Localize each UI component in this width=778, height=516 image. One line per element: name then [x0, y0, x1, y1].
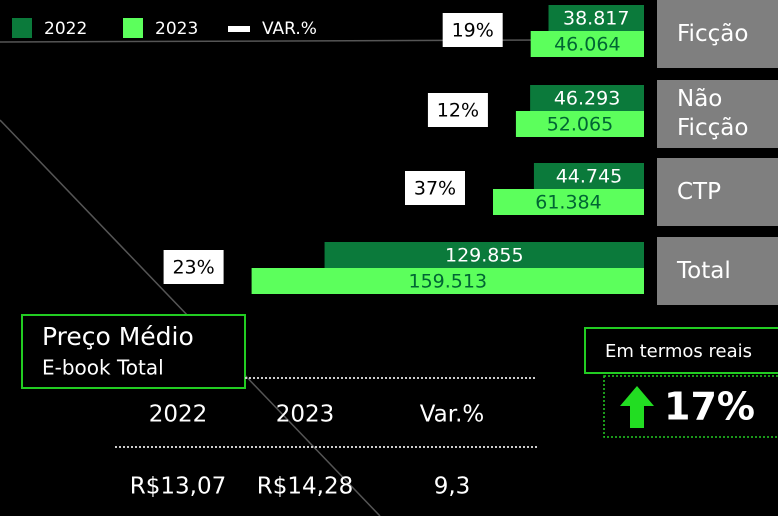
- table-header: 2022: [149, 402, 208, 428]
- category-label: Total: [657, 237, 778, 305]
- legend-swatch: [228, 26, 250, 32]
- bar-value-label: 52.065: [547, 114, 613, 136]
- bar-value-label: 129.855: [445, 245, 524, 267]
- price-subtitle: E-book Total: [42, 356, 164, 380]
- legend-label: VAR.%: [262, 19, 317, 39]
- legend-swatch: [12, 18, 32, 38]
- change-box: [163, 250, 224, 284]
- change-box: [427, 93, 488, 127]
- change-label: 12%: [437, 100, 479, 122]
- change-box: [404, 171, 465, 205]
- real-terms-box: [584, 327, 778, 374]
- table-cell: 9,3: [434, 474, 471, 500]
- bar: [530, 31, 644, 57]
- bar: [548, 5, 644, 31]
- bar-value-label: 159.513: [409, 271, 488, 293]
- category-label: Não Ficção: [657, 80, 778, 148]
- legend-swatch: [123, 18, 143, 38]
- change-label: 23%: [172, 257, 214, 279]
- category-label: Ficção: [657, 0, 778, 68]
- change-label: 37%: [414, 178, 456, 200]
- change-box: [442, 13, 503, 47]
- bar: [515, 111, 644, 137]
- table-header: Var.%: [420, 402, 485, 428]
- bar: [492, 189, 644, 215]
- real-terms-label: Em termos reais: [605, 341, 752, 362]
- bar: [324, 242, 644, 268]
- table-cell: R$13,07: [130, 474, 226, 500]
- bar: [530, 85, 644, 111]
- legend-label: 2023: [155, 19, 198, 39]
- bar: [533, 163, 644, 189]
- table-cell: R$14,28: [257, 474, 353, 500]
- bar-value-label: 38.817: [563, 8, 629, 30]
- change-label: 19%: [452, 20, 494, 42]
- price-box: [21, 314, 246, 389]
- bar: [251, 268, 644, 294]
- bar-value-label: 46.293: [554, 88, 620, 110]
- real-terms-frame: [603, 375, 778, 438]
- price-title: Preço Médio: [42, 322, 194, 351]
- category-label: CTP: [657, 158, 778, 226]
- bar-value-label: 46.064: [554, 34, 620, 56]
- legend-label: 2022: [44, 19, 87, 39]
- bar-value-label: 61.384: [535, 192, 601, 214]
- table-header: 2023: [276, 402, 335, 428]
- real-terms-value: 17%: [664, 385, 755, 429]
- bar-value-label: 44.745: [556, 166, 622, 188]
- up-arrow: [620, 386, 654, 428]
